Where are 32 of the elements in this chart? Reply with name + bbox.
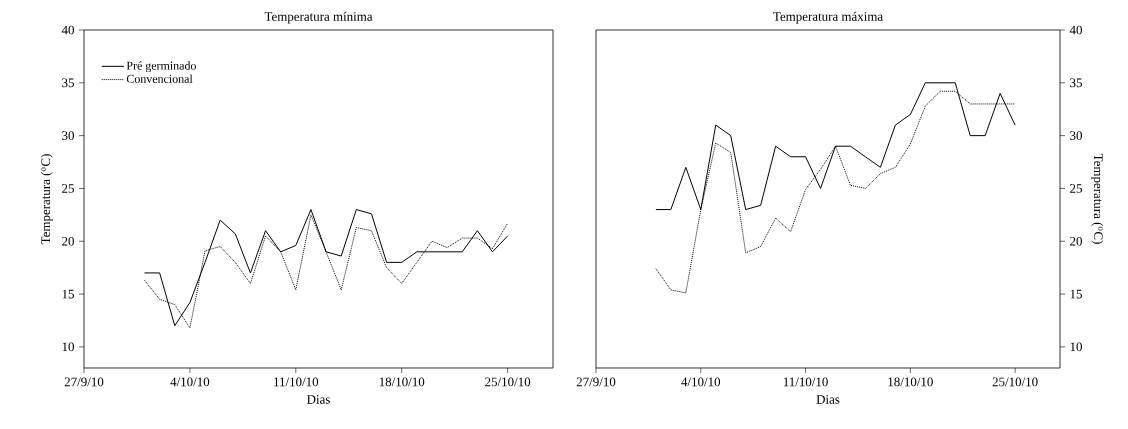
y-tick-label: 10 xyxy=(62,342,74,352)
y2-tick-label: 20 xyxy=(1070,236,1082,246)
legend-label: Pré germinado xyxy=(126,61,196,73)
y-tick-label: 15 xyxy=(62,289,74,299)
x-tick-label: 27/9/10 xyxy=(576,377,616,387)
x-tick-label: 27/9/10 xyxy=(64,377,104,387)
y2-tick-label: 40 xyxy=(1069,25,1082,35)
y2-tick-label: 35 xyxy=(1070,78,1082,88)
y-tick-label: 30 xyxy=(62,131,74,140)
y2-tick-label: 25 xyxy=(1070,184,1082,193)
chart-title: Temperatura mínima xyxy=(264,11,373,24)
x-axis-title: Dias xyxy=(816,395,840,404)
x-tick-label: 25/10/10 xyxy=(485,377,531,387)
x-tick-label: 18/10/10 xyxy=(888,377,933,387)
x-tick-label: 11/10/10 xyxy=(274,377,319,387)
x-tick-label: 11/10/10 xyxy=(783,377,828,387)
y-tick-label: 40 xyxy=(61,25,74,35)
y2-tick-label: 10 xyxy=(1070,342,1082,352)
x-tick-label: 18/10/10 xyxy=(379,377,425,387)
x-tick-label: 4/10/10 xyxy=(681,377,721,387)
x-tick-label: 4/10/10 xyxy=(170,377,210,387)
y-tick-label: 35 xyxy=(62,78,74,88)
y2-tick-label: 30 xyxy=(1070,131,1082,140)
y2-tick-label: 15 xyxy=(1070,289,1082,299)
y-tick-label: 25 xyxy=(62,184,74,193)
x-tick-label: 25/10/10 xyxy=(992,377,1038,387)
x-axis-title: Dias xyxy=(307,395,330,404)
legend-label: Convencional xyxy=(126,74,193,83)
chart-title: Temperatura máxima xyxy=(773,11,883,24)
y-tick-label: 20 xyxy=(62,236,74,246)
y-axis-title: Temperatura ($^{o}$C) xyxy=(40,154,53,245)
y2-axis-title: Temperatura ($^{o}$C) xyxy=(1091,153,1104,244)
